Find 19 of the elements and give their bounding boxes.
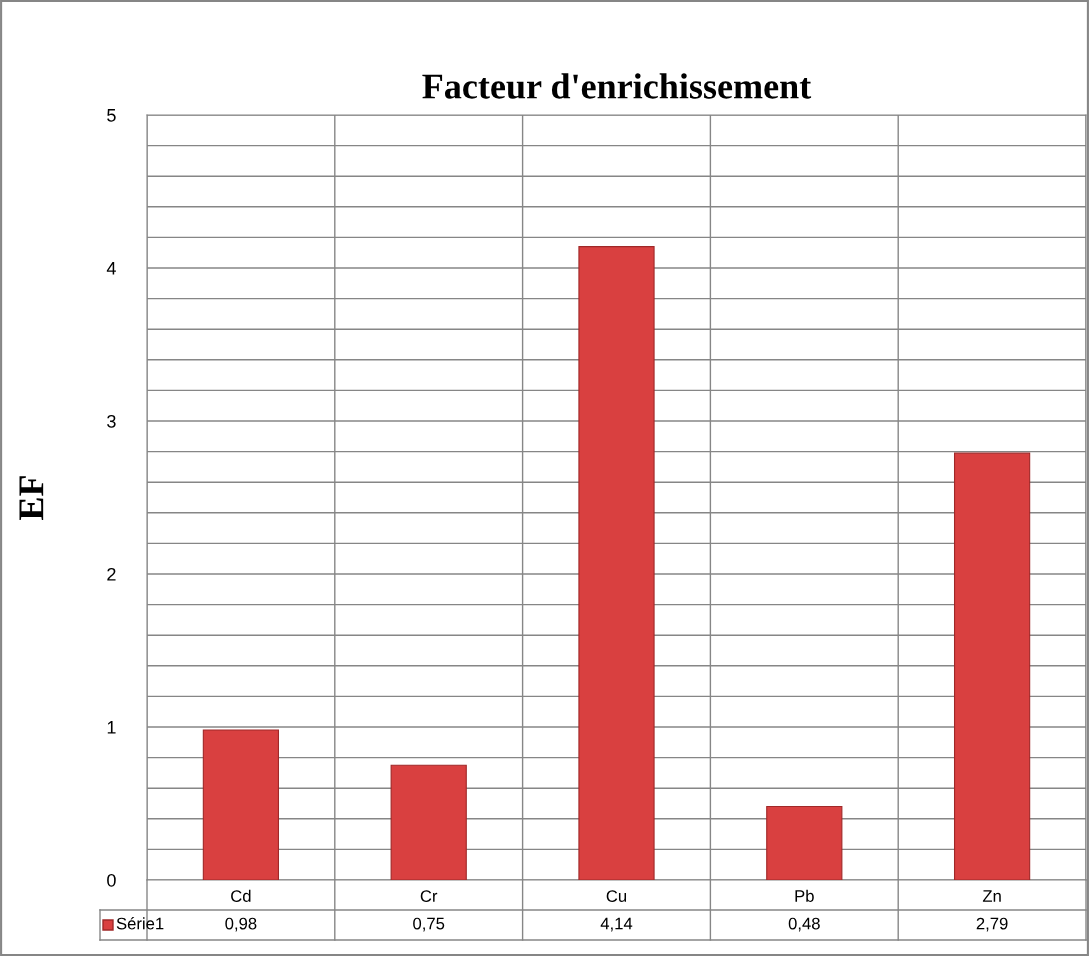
legend-label: Série1 — [116, 917, 164, 930]
y-axis-title: EF — [19, 476, 44, 520]
y-tick-label: 2 — [107, 567, 116, 581]
x-tick-label: Cu — [606, 890, 627, 902]
data-label: 4,14 — [600, 917, 633, 932]
data-label: 0,75 — [413, 917, 445, 932]
x-tick-label: Pb — [795, 889, 814, 902]
data-label: 2,79 — [976, 917, 1008, 932]
y-tick-label: 5 — [107, 109, 116, 122]
chart-title: Facteur d'enrichissement — [422, 73, 812, 99]
y-tick-label: 4 — [106, 262, 116, 275]
x-tick-label: Cr — [420, 890, 438, 902]
data-label: 0,48 — [788, 917, 820, 932]
x-tick-label: Cd — [231, 889, 251, 902]
y-tick-label: 3 — [107, 414, 116, 428]
y-tick-label: 0 — [107, 873, 116, 887]
x-tick-label: Zn — [982, 890, 1001, 902]
data-label: 0,98 — [225, 917, 257, 932]
y-tick-label: 1 — [107, 721, 116, 734]
